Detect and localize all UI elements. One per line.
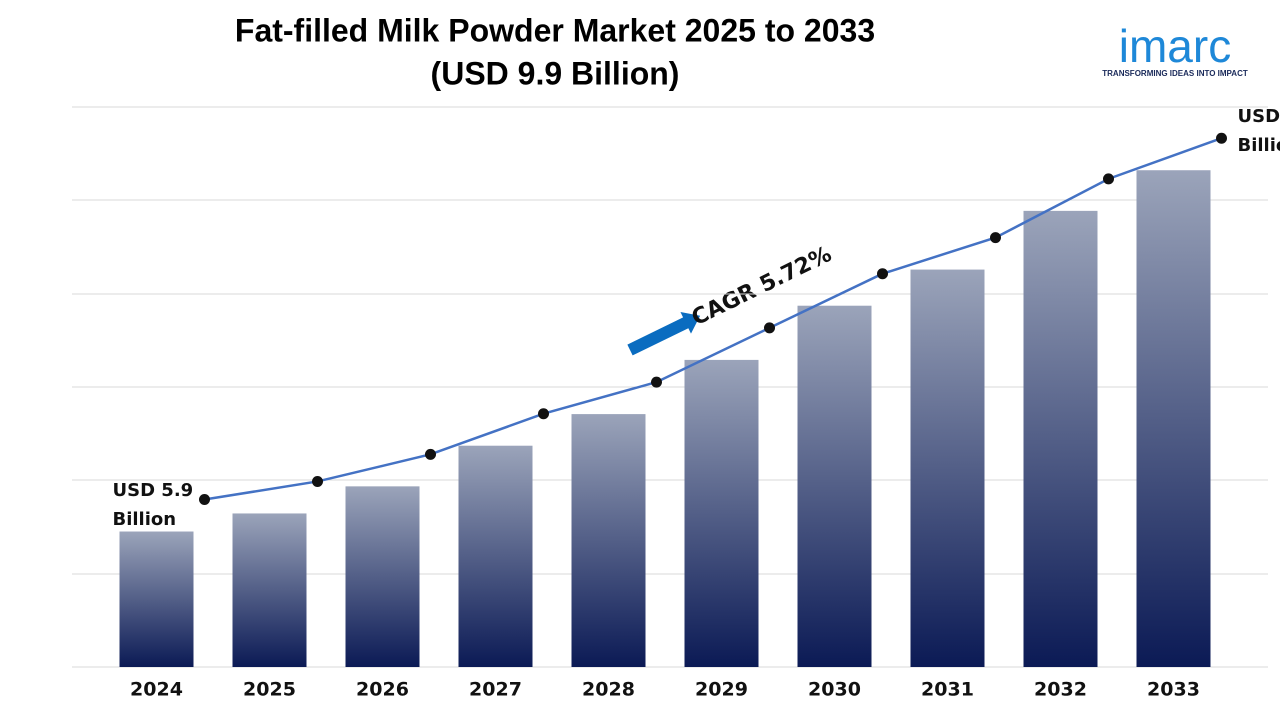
x-tick-label: 2028	[582, 679, 635, 701]
bar	[684, 359, 759, 667]
trend-point	[312, 475, 323, 487]
value-label: USD 9.9 Billion	[1237, 106, 1280, 157]
x-tick-label: 2027	[469, 679, 522, 701]
x-tick-label: 2031	[921, 679, 974, 701]
value-label: USD 5.9 Billion	[112, 479, 194, 530]
bar	[1136, 170, 1211, 667]
arrow-body	[627, 316, 691, 356]
trend-point	[764, 322, 775, 334]
trend-point	[651, 376, 662, 388]
bar	[232, 513, 307, 667]
trend-point	[199, 494, 210, 506]
x-tick-label: 2026	[356, 679, 409, 701]
chart-subtitle: (USD 9.9 Billion)	[431, 55, 680, 91]
trend-point	[990, 232, 1001, 244]
chart-title: Fat-filled Milk Powder Market 2025 to 20…	[235, 12, 875, 48]
bar	[910, 269, 985, 667]
trend-point	[877, 268, 888, 280]
x-tick-label: 2032	[1034, 679, 1087, 701]
bar	[458, 445, 533, 667]
arrow-head	[680, 312, 701, 334]
trend-point	[538, 408, 549, 420]
x-tick-label: 2033	[1147, 679, 1200, 701]
trend-point	[425, 448, 436, 460]
x-tick-label: 2030	[808, 679, 861, 701]
x-tick-label: 2025	[243, 679, 296, 701]
brand-tagline: TRANSFORMING IDEAS INTO IMPACT	[1102, 69, 1248, 78]
bar	[345, 486, 420, 667]
bar	[119, 531, 194, 667]
trend-point	[1103, 173, 1114, 185]
trend-line	[204, 137, 1222, 501]
bar	[571, 414, 646, 667]
x-tick-label: 2029	[695, 679, 748, 701]
x-tick-label: 2024	[130, 679, 183, 701]
bar	[797, 305, 872, 667]
cagr-arrow	[627, 312, 701, 356]
bar	[1023, 210, 1098, 667]
brand-name: imarc	[1119, 20, 1231, 72]
trend-point	[1216, 132, 1227, 144]
